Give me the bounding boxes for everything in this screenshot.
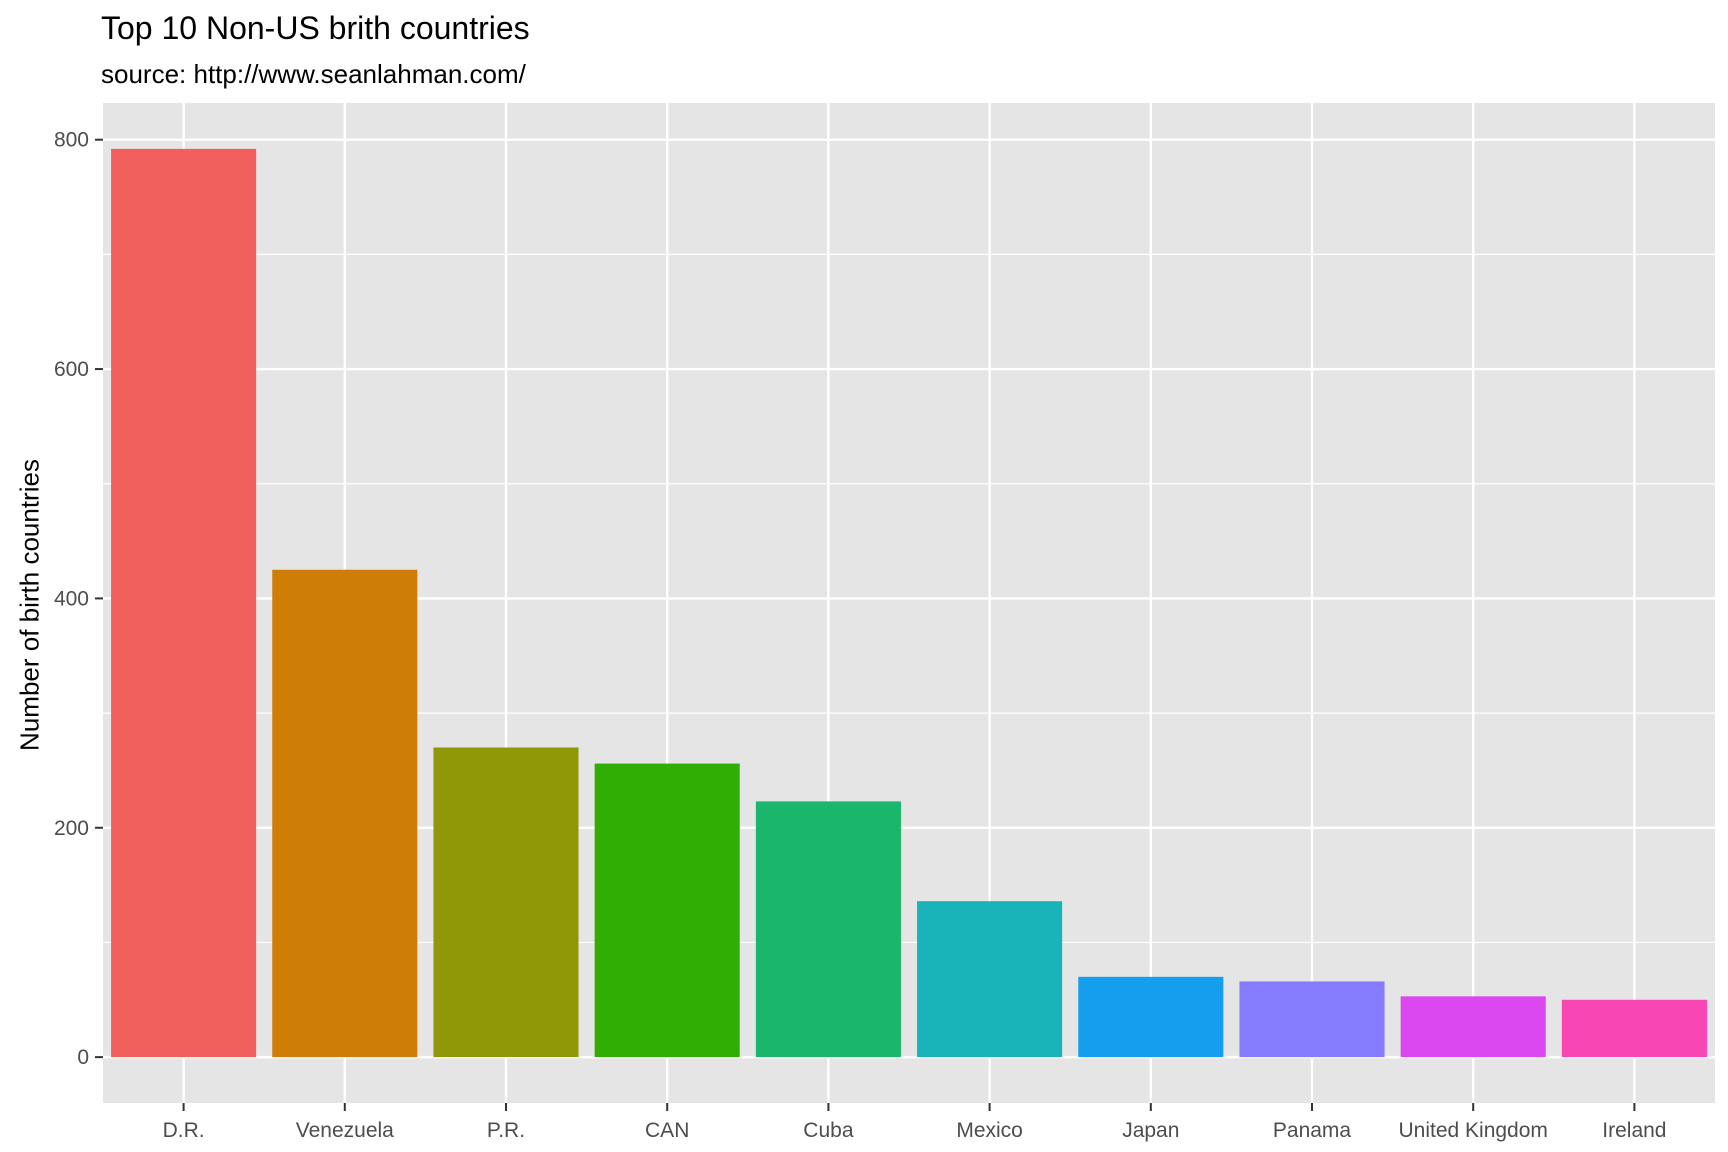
bar-mexico [917,901,1063,1058]
chart-title: Top 10 Non-US brith countries [101,10,530,46]
y-tick-label: 400 [54,587,89,610]
bar-venezuela [272,569,418,1058]
x-tick-label: CAN [645,1119,689,1142]
x-tick-label: Mexico [956,1119,1023,1142]
bar-p-r [433,747,579,1058]
x-tick-label: Panama [1273,1119,1352,1142]
bar-can [594,763,740,1058]
y-tick-label: 600 [54,358,89,381]
x-tick-label: United Kingdom [1398,1119,1547,1142]
x-tick-label: D.R. [163,1119,205,1142]
y-tick-label: 0 [77,1046,89,1069]
bar-panama [1239,981,1385,1058]
bars [111,148,1707,1058]
bar-ireland [1561,999,1707,1058]
x-tick-label: Ireland [1602,1119,1666,1142]
y-tick-label: 200 [54,817,89,840]
x-tick-label: Cuba [803,1119,854,1142]
x-tick-label: P.R. [487,1119,525,1142]
bar-united-kingdom [1400,996,1546,1058]
x-tick-label: Japan [1122,1119,1179,1142]
y-axis: 0 200 400 600 800 [54,129,103,1069]
bar-cuba [755,801,901,1058]
chart-subtitle: source: http://www.seanlahman.com/ [101,59,526,89]
x-tick-label: Venezuela [296,1119,394,1142]
x-axis: D.R. Venezuela P.R. CAN Cuba Mexico Japan Panam… [163,1103,1667,1142]
y-tick-label: 800 [54,129,89,152]
bar-d-r [111,148,257,1058]
bar-japan [1078,976,1224,1058]
